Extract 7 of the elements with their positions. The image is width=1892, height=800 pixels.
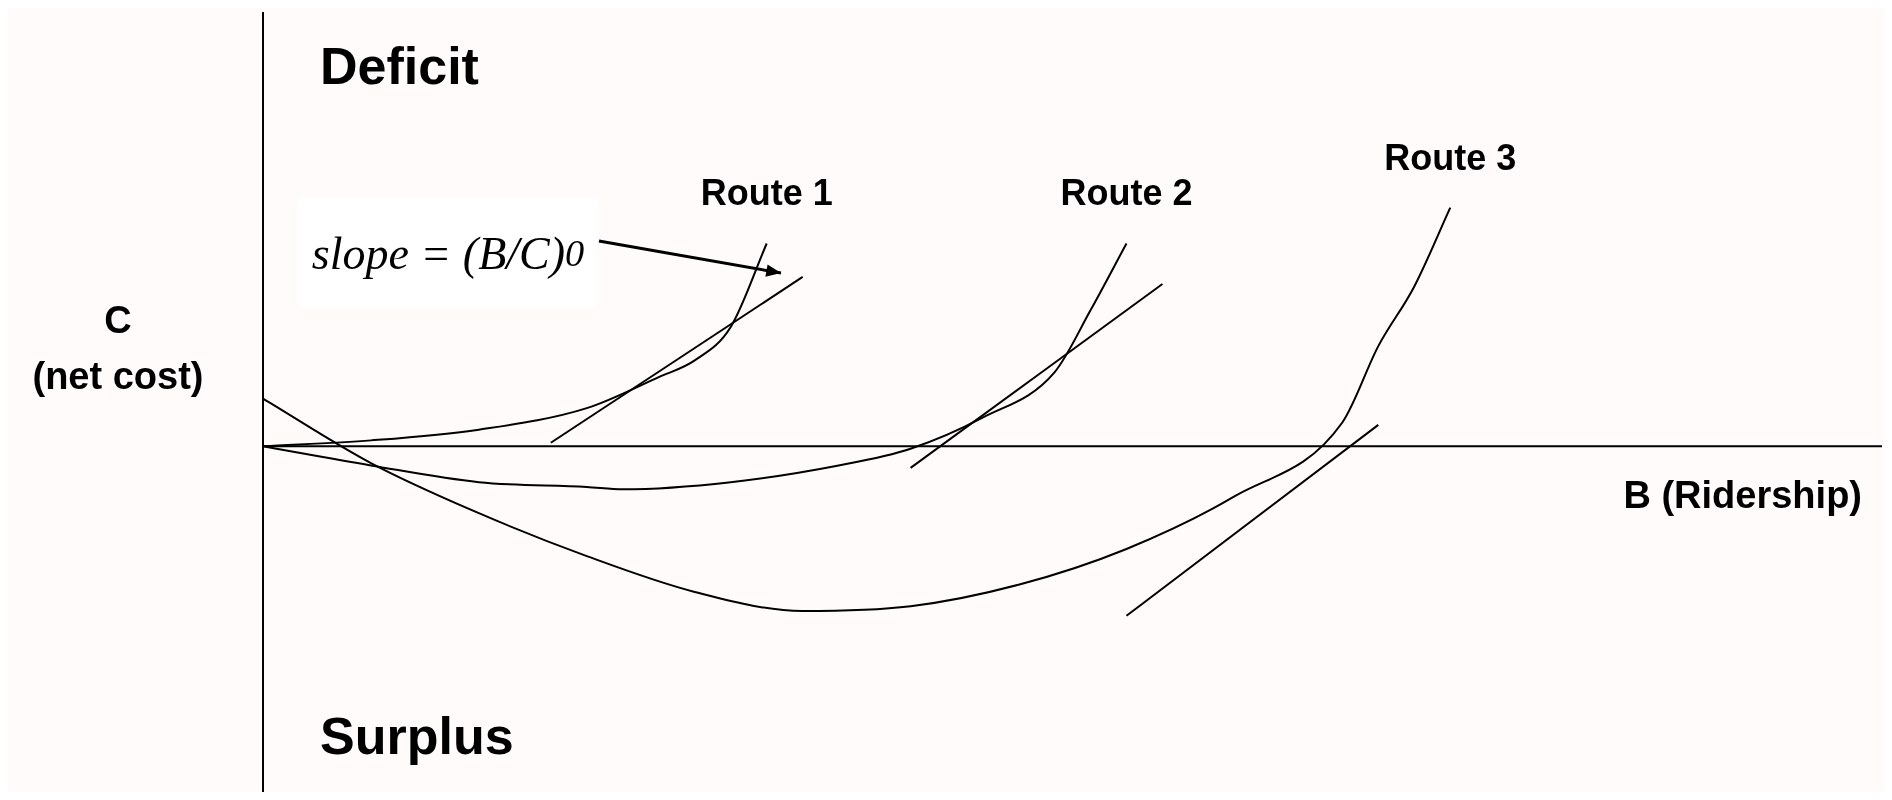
- x-axis-title: B (Ridership): [1623, 474, 1862, 517]
- series-label: Route 3: [1384, 136, 1517, 178]
- text: Deficit: [320, 37, 479, 95]
- y-axis-title: C (net cost): [32, 299, 204, 398]
- series-label: Route 1: [700, 172, 833, 214]
- series-label: Route 2: [1060, 172, 1193, 214]
- text: Surplus: [320, 707, 514, 765]
